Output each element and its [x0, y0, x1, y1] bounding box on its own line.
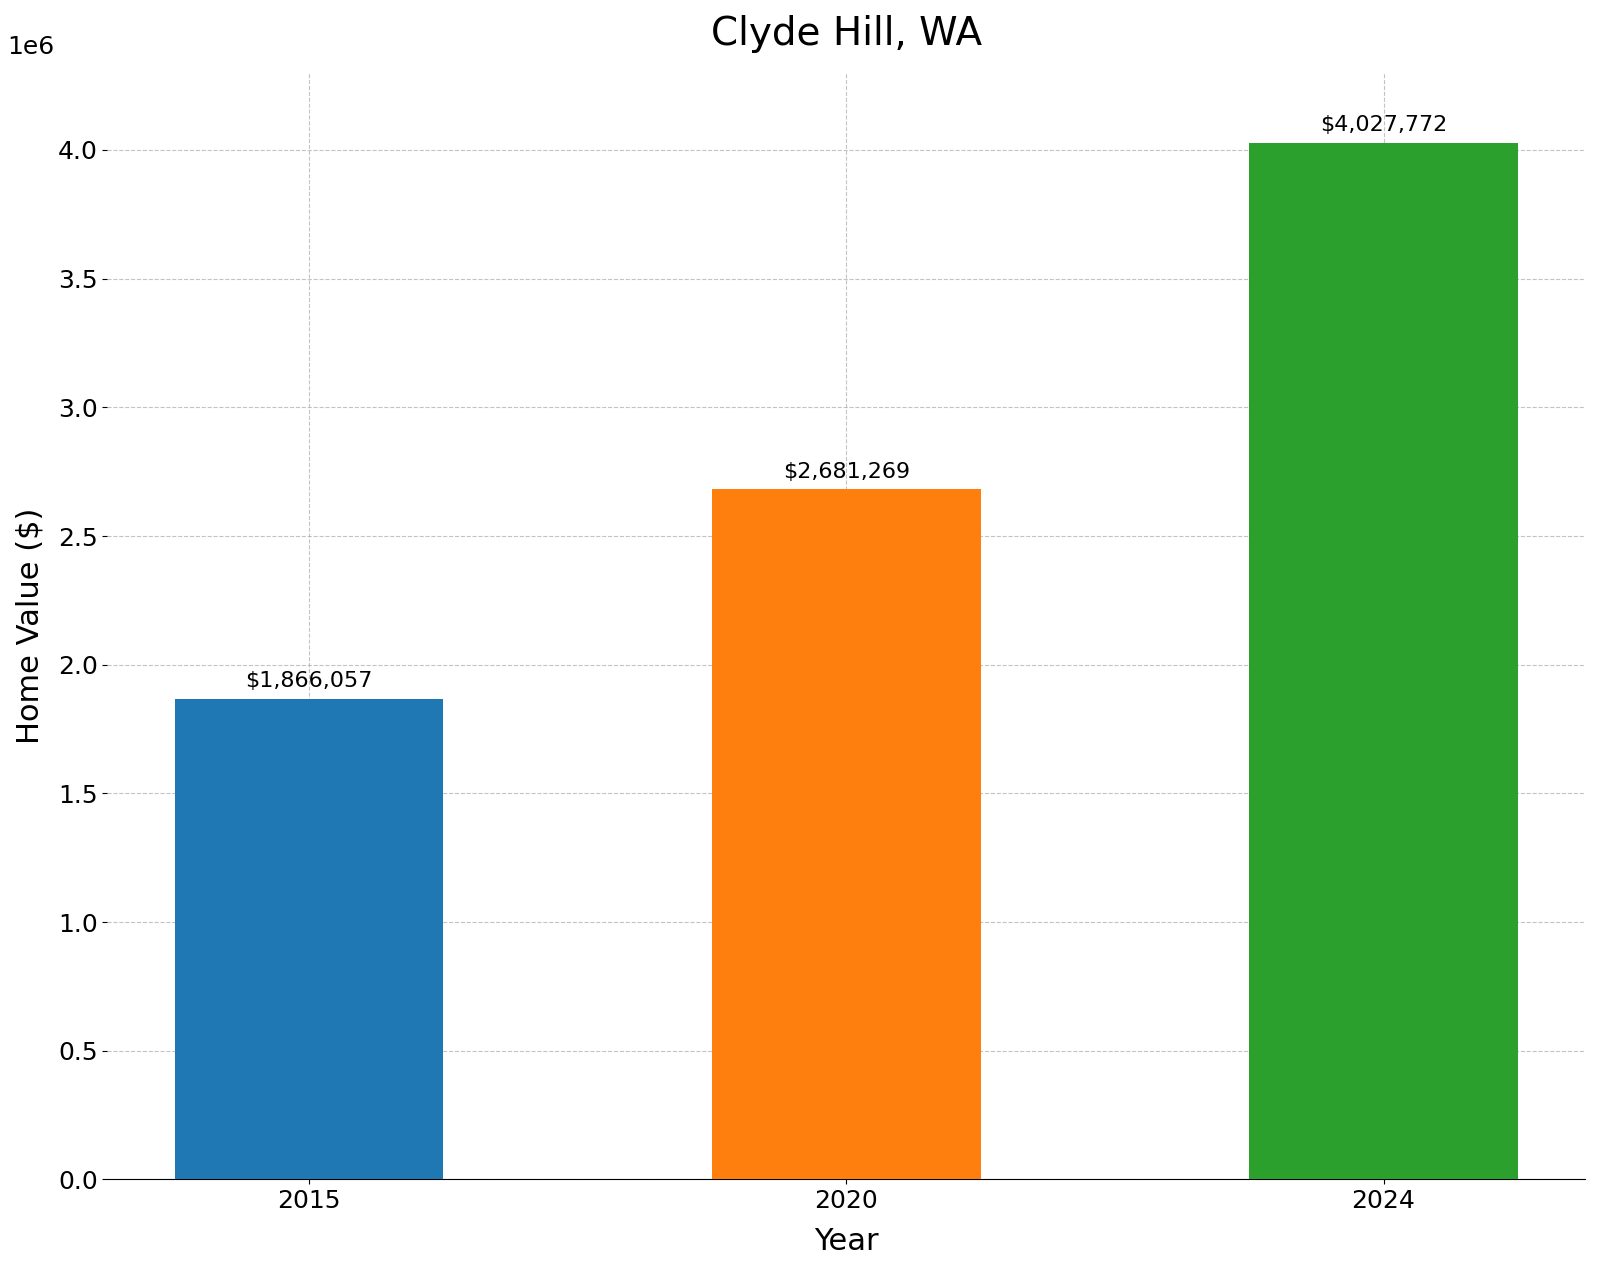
Text: $2,681,269: $2,681,269: [782, 461, 910, 482]
Bar: [1250, 142, 1518, 1179]
Bar: [712, 489, 981, 1179]
Y-axis label: Home Value ($): Home Value ($): [14, 508, 45, 745]
Text: $4,027,772: $4,027,772: [1320, 116, 1446, 135]
Bar: [174, 699, 443, 1179]
Title: Clyde Hill, WA: Clyde Hill, WA: [710, 15, 982, 53]
Text: 1e6: 1e6: [6, 36, 54, 60]
X-axis label: Year: Year: [814, 1227, 878, 1256]
Text: $1,866,057: $1,866,057: [245, 671, 373, 691]
